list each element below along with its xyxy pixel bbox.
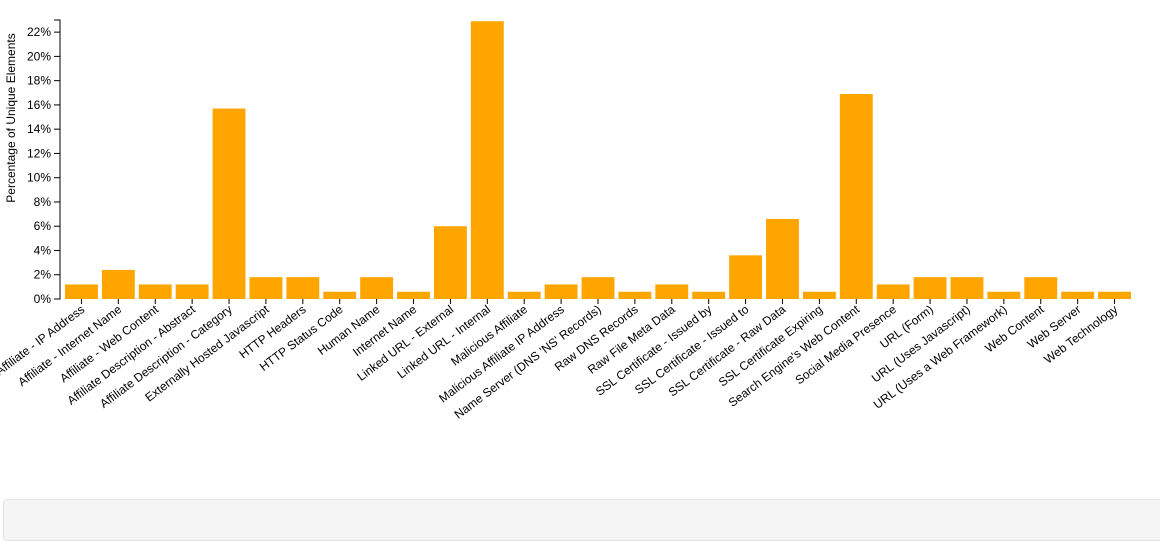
bar xyxy=(249,277,283,299)
bar xyxy=(470,21,504,299)
bar xyxy=(212,108,246,299)
y-tick-label: 18% xyxy=(27,74,51,88)
y-tick-label: 20% xyxy=(27,49,51,63)
y-tick-label: 2% xyxy=(34,268,52,282)
bar xyxy=(323,291,357,299)
bar xyxy=(692,291,726,299)
bar xyxy=(766,218,799,299)
bar xyxy=(876,284,910,299)
bar xyxy=(1098,291,1131,299)
y-tick-label: 14% xyxy=(27,122,51,136)
bar xyxy=(839,93,873,299)
bar xyxy=(618,291,652,299)
bar xyxy=(729,255,763,299)
bar xyxy=(507,291,541,299)
y-axis-label: Percentage of Unique Elements xyxy=(4,33,18,202)
bar xyxy=(101,269,135,299)
bar xyxy=(913,277,947,299)
bar xyxy=(175,284,209,299)
bar xyxy=(65,284,98,299)
y-tick-label: 22% xyxy=(27,25,51,39)
bar xyxy=(581,277,615,299)
bar xyxy=(987,291,1021,299)
bar xyxy=(950,277,984,299)
y-tick-label: 10% xyxy=(27,171,51,185)
bar xyxy=(655,284,689,299)
y-tick-label: 4% xyxy=(34,243,52,257)
bar xyxy=(286,277,320,299)
bar xyxy=(1024,277,1058,299)
bar xyxy=(802,291,836,299)
bar xyxy=(1061,291,1095,299)
bar xyxy=(397,291,430,299)
y-axis: 0% 2% 4% 6% 8% 10% 12% 14% 16% 18% 20% 22% xyxy=(27,19,61,306)
bar-chart: 0% 2% 4% 6% 8% 10% 12% 14% 16% 18% 20% 22% Affiliat… xyxy=(0,19,1131,422)
y-tick-label: 16% xyxy=(27,98,51,112)
bars xyxy=(65,21,1131,299)
y-tick-label: 6% xyxy=(34,219,52,233)
y-tick-label: 0% xyxy=(34,292,52,306)
bar xyxy=(360,277,394,299)
y-axis-line xyxy=(54,19,61,300)
bar xyxy=(544,284,578,299)
bar xyxy=(138,284,172,299)
bar xyxy=(433,226,467,299)
y-tick-label: 12% xyxy=(27,146,51,160)
y-tick-label: 8% xyxy=(34,195,52,209)
bottom-panel xyxy=(3,499,1160,541)
